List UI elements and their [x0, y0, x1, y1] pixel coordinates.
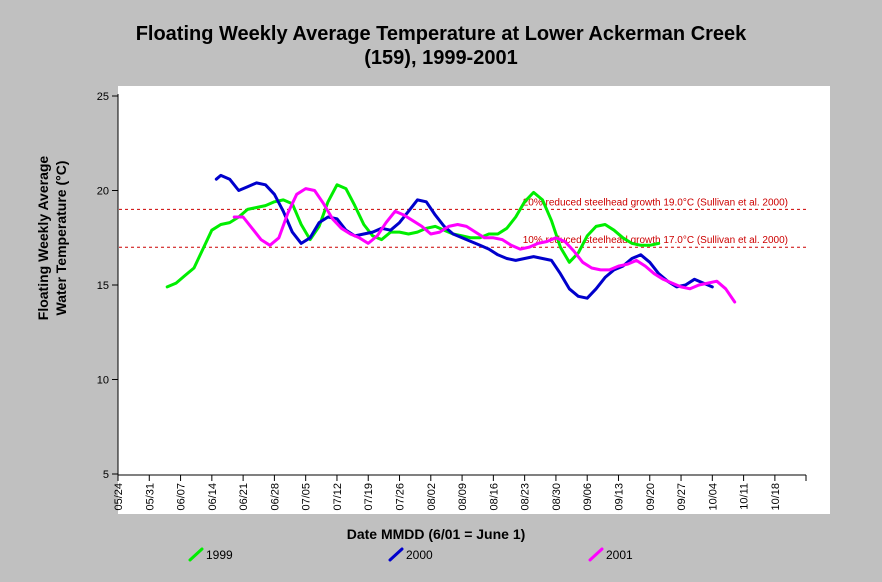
reference-line-label-1: 20% reduced steelhead growth 19.0°C (Sul…	[523, 197, 788, 208]
x-tick-label: 06/28	[269, 483, 281, 511]
legend-swatch-2001	[588, 547, 604, 562]
x-tick-label: 05/31	[144, 483, 156, 511]
y-tick-label: 20	[97, 186, 109, 198]
x-tick-label: 10/11	[739, 483, 751, 510]
x-axis-title: Date MMDD (6/01 = June 1)	[347, 526, 526, 542]
chart-title-line-2: (159), 1999-2001	[364, 47, 518, 69]
x-tick-label: 09/13	[613, 483, 625, 511]
legend-label-1999: 1999	[206, 548, 233, 562]
x-tick-label: 06/07	[176, 483, 188, 511]
x-tick-label: 08/02	[426, 483, 438, 511]
x-tick-label: 06/14	[207, 483, 219, 511]
x-tick-label: 07/19	[363, 483, 375, 511]
x-tick-label: 07/12	[332, 483, 344, 511]
x-tick-label: 05/24	[113, 483, 125, 511]
y-tick-label: 5	[103, 469, 109, 481]
chart-title-line-1: Floating Weekly Average Temperature at L…	[135, 23, 747, 45]
x-tick-label: 09/27	[676, 483, 688, 511]
x-tick-label: 07/26	[395, 483, 407, 511]
reference-line-label-2: 10% reduced steelhead growth 17.0°C (Sul…	[523, 235, 788, 246]
x-tick-label: 08/09	[457, 483, 469, 511]
legend: 1999 2000 2001	[188, 547, 633, 562]
x-tick-label: 08/23	[520, 483, 532, 511]
x-tick-label: 08/16	[488, 483, 500, 511]
legend-label-2000: 2000	[406, 548, 433, 562]
plot-area	[118, 86, 830, 514]
y-tick-label: 25	[97, 91, 109, 103]
x-tick-label: 09/06	[582, 483, 594, 511]
chart-title: Floating Weekly Average Temperature at L…	[0, 22, 882, 70]
x-tick-label: 09/20	[645, 483, 657, 511]
legend-swatch-1999	[188, 547, 204, 562]
legend-swatch-2000	[388, 547, 404, 562]
x-tick-label: 06/21	[238, 483, 250, 511]
y-axis-title-line-2: Water Temperature (°C)	[53, 161, 69, 316]
x-tick-label: 10/04	[707, 483, 719, 511]
y-tick-label: 10	[97, 375, 109, 387]
x-tick-label: 08/30	[551, 483, 563, 511]
x-tick-label: 07/05	[301, 483, 313, 511]
series-line-2001	[232, 187, 737, 304]
legend-label-2001: 2001	[606, 548, 633, 562]
y-axis-title-line-1: Floating Weekly Average	[35, 156, 51, 321]
x-tick-label: 10/18	[770, 483, 782, 511]
series-line-2000	[214, 173, 714, 300]
y-tick-label: 15	[97, 280, 109, 292]
